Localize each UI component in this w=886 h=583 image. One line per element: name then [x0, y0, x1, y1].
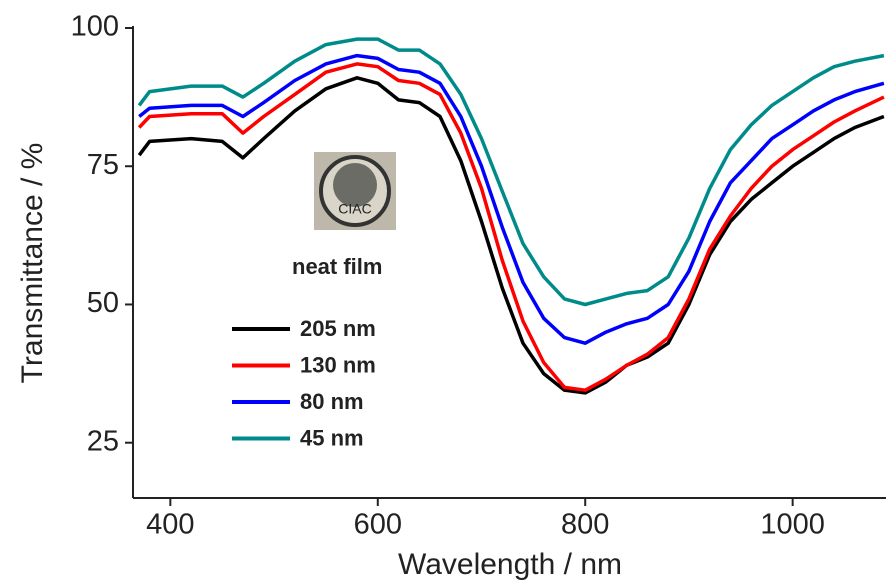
- logo-emblem: [333, 163, 377, 207]
- x-tick-label: 600: [354, 509, 402, 541]
- y-tick-label: 75: [87, 149, 119, 181]
- series-line: [137, 76, 885, 395]
- x-axis-label: Wavelength / nm: [398, 548, 622, 581]
- legend-label: 130 nm: [300, 352, 376, 377]
- x-tick-label: 1000: [760, 509, 825, 541]
- series-line: [137, 37, 885, 307]
- x-tick-label: 800: [561, 509, 609, 541]
- y-tick-label: 50: [87, 287, 119, 319]
- annotation: neat film: [292, 254, 382, 279]
- x-tick-label: 400: [146, 509, 194, 541]
- y-tick-label: 25: [87, 425, 119, 457]
- legend-label: 80 nm: [300, 389, 364, 414]
- logo-text: CIAC: [338, 201, 371, 217]
- legend-label: 45 nm: [300, 425, 364, 450]
- series-line: [137, 62, 885, 392]
- y-tick-label: 100: [71, 11, 119, 43]
- series-line: [138, 53, 885, 345]
- logo: CIAC: [314, 152, 396, 230]
- legend-label: 205 nm: [300, 316, 376, 341]
- y-axis-label: Transmittance / %: [16, 143, 49, 384]
